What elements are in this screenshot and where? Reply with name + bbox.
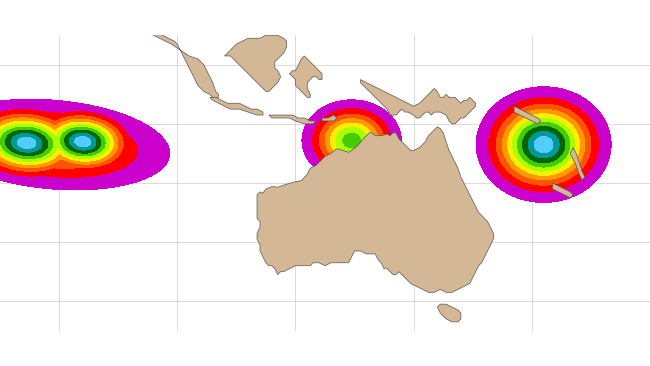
Polygon shape [257, 127, 493, 292]
Polygon shape [269, 115, 316, 124]
Polygon shape [570, 147, 585, 180]
Polygon shape [514, 106, 541, 124]
Polygon shape [283, 0, 325, 26]
Polygon shape [361, 79, 476, 124]
Polygon shape [148, 32, 218, 97]
Polygon shape [552, 183, 573, 198]
Polygon shape [210, 97, 263, 115]
Polygon shape [224, 35, 287, 92]
Polygon shape [289, 56, 322, 97]
Polygon shape [437, 304, 461, 322]
Polygon shape [322, 115, 337, 121]
